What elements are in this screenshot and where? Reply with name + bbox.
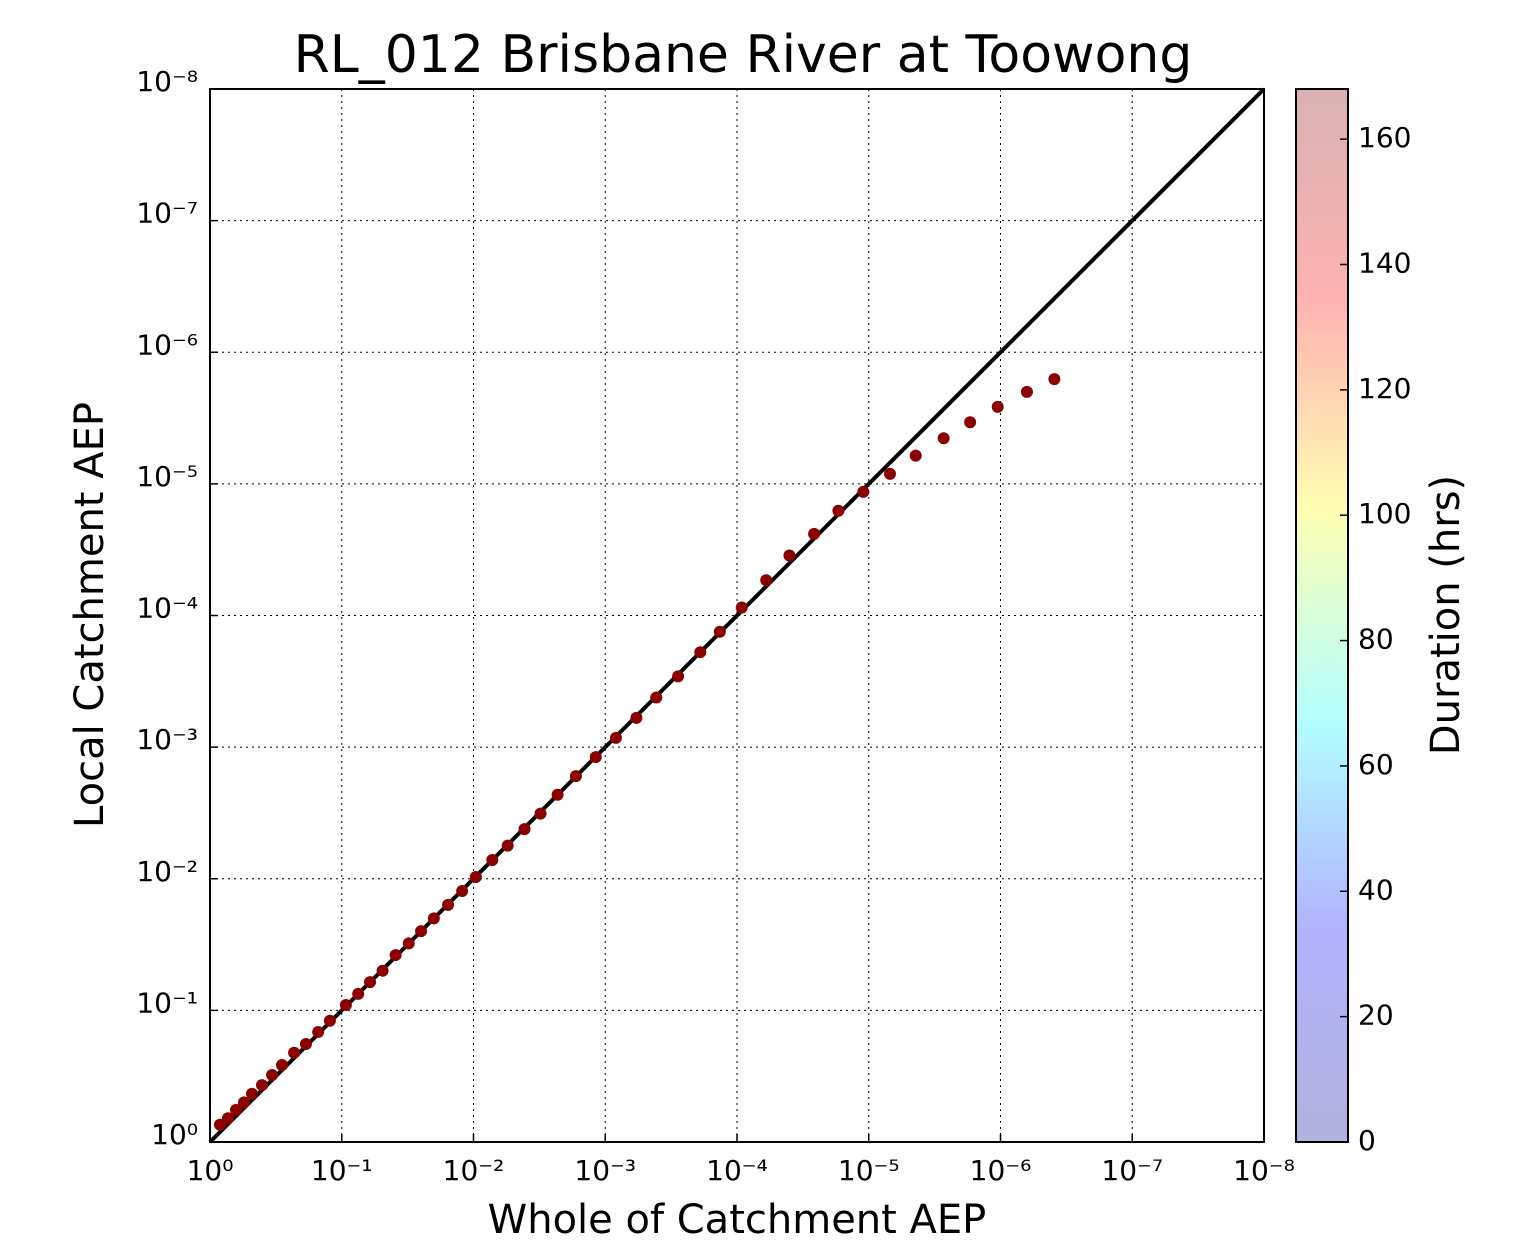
y-tick-label: 10⁻⁸ [136,65,198,98]
point [609,731,622,744]
colorbar-tick-label: 60 [1358,748,1394,781]
point [883,467,896,480]
point [713,625,726,638]
colorbar-tick-label: 20 [1358,999,1394,1032]
point [832,504,845,517]
point [991,400,1004,413]
y-tick-label: 10⁻³ [136,723,198,756]
y-tick-label: 10⁻¹ [136,986,198,1019]
point [213,1118,226,1131]
x-tick-label: 10⁰ [187,1154,234,1187]
point [312,1026,325,1039]
point [376,964,389,977]
point [735,601,748,614]
point [229,1103,242,1116]
point [266,1069,279,1082]
point [415,925,428,938]
point [569,770,582,783]
y-tick-label: 10⁰ [151,1118,198,1151]
point [857,485,870,498]
colorbar-tick-label: 100 [1358,497,1411,530]
point [783,549,796,562]
y-axis-label: Local Catchment AEP [67,402,113,828]
point [256,1079,269,1092]
colorbar-tick-label: 80 [1358,623,1394,656]
colorbar-tick-label: 140 [1358,247,1411,280]
x-tick-label: 10⁻¹ [311,1154,373,1187]
point [245,1087,258,1100]
point [299,1037,312,1050]
point [501,839,514,852]
point [339,998,352,1011]
point [551,788,564,801]
point [964,416,977,429]
point [352,987,365,1000]
x-tick-label: 10⁻⁵ [838,1154,900,1187]
point [937,432,950,445]
point [518,823,531,836]
y-tick-label: 10⁻⁷ [136,197,198,230]
colorbar-tick-label: 160 [1358,121,1411,154]
x-tick-label: 10⁻³ [574,1154,636,1187]
y-tick-label: 10⁻⁶ [136,328,198,361]
x-tick-label: 10⁻² [443,1154,505,1187]
point [364,976,377,989]
point [456,885,469,898]
chart-title: RL_012 Brisbane River at Toowong [294,25,1193,85]
y-tick-label: 10⁻² [136,855,198,888]
x-tick-label: 10⁻⁸ [1233,1154,1295,1187]
point [1048,373,1061,386]
colorbar-tick-label: 120 [1358,372,1411,405]
x-tick-label: 10⁻⁶ [970,1154,1032,1187]
y-tick-label: 10⁻⁵ [136,460,198,493]
colorbar-tick-label: 0 [1358,1124,1376,1157]
point [486,853,499,866]
point [276,1058,289,1071]
point [427,912,440,925]
point [402,937,415,950]
point [630,711,643,724]
point [650,691,663,704]
point [1020,385,1033,398]
point [694,646,707,659]
point [672,670,685,683]
point [288,1046,301,1059]
x-axis-label: Whole of Catchment AEP [488,1197,987,1243]
colorbar-label: Duration (hrs) [1423,475,1469,755]
point [469,871,482,884]
colorbar-frame [1295,88,1349,1143]
point [442,898,455,911]
x-tick-label: 10⁻⁴ [706,1154,768,1187]
y-tick-label: 10⁻⁴ [136,592,198,625]
point [909,449,922,462]
point [222,1112,235,1125]
point [237,1096,250,1109]
point [534,807,547,820]
plot-frame [209,88,1265,1143]
colorbar-tick-label: 40 [1358,873,1394,906]
x-tick-label: 10⁻⁷ [1101,1154,1163,1187]
point [389,949,402,962]
point [589,751,602,764]
point [760,574,773,587]
colorbar [1296,89,1348,1142]
point [323,1014,336,1027]
point [808,527,821,540]
